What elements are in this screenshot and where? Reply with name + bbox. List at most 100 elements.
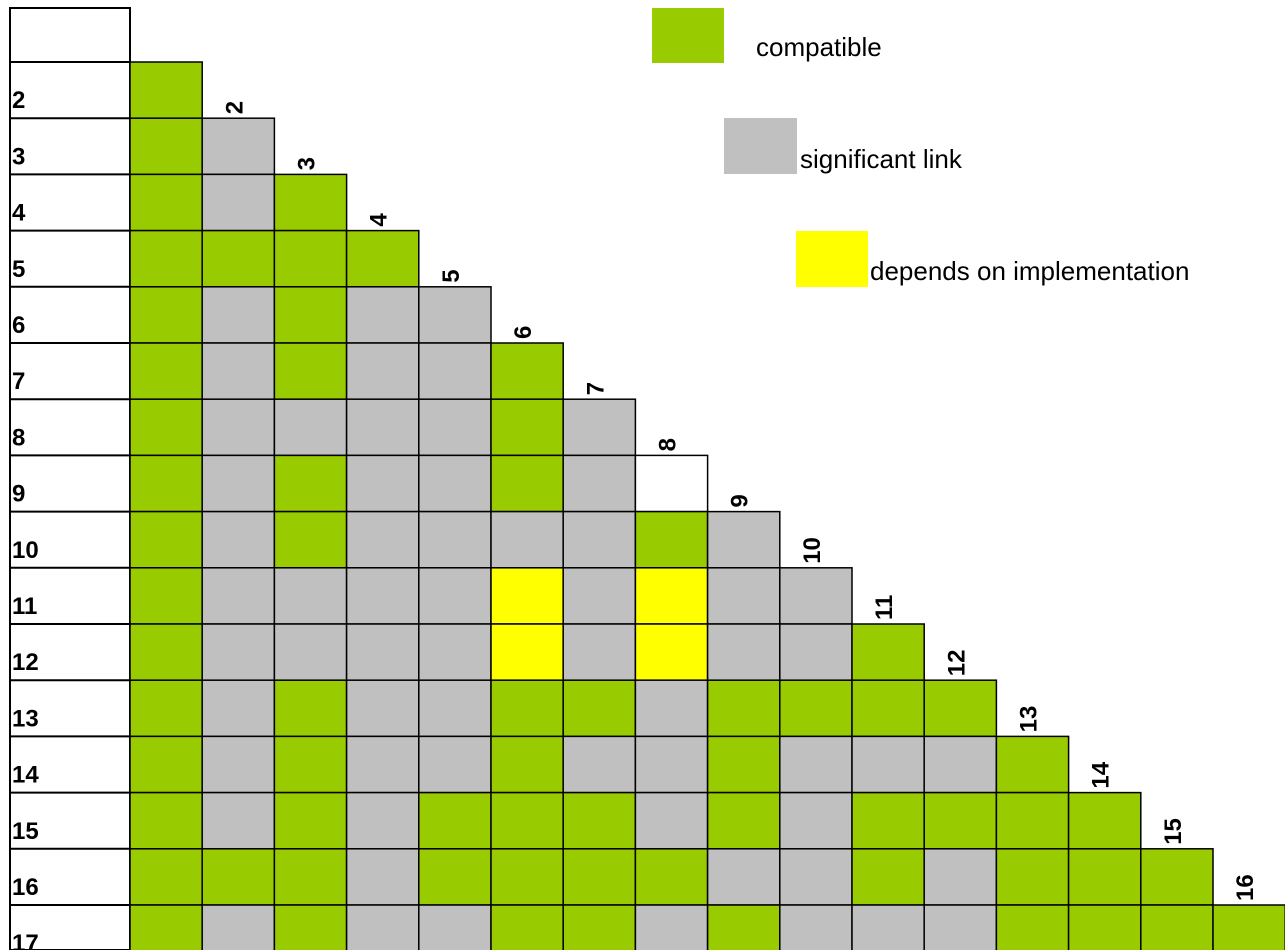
matrix-cell — [273, 510, 348, 569]
matrix-cell — [273, 286, 348, 344]
matrix-cell — [634, 791, 709, 850]
matrix-cell — [201, 567, 276, 625]
matrix-cell — [490, 679, 564, 738]
matrix-cell — [634, 510, 709, 569]
row-label: 4 — [12, 200, 26, 227]
row-label: 8 — [12, 424, 25, 451]
matrix-cell — [490, 623, 564, 681]
matrix-cell — [562, 454, 637, 513]
matrix-cell — [779, 904, 853, 950]
matrix-cell — [634, 567, 709, 625]
matrix-cell — [490, 510, 564, 569]
matrix-cell — [923, 735, 998, 794]
matrix-cell — [779, 735, 853, 794]
matrix-cell — [201, 229, 276, 288]
matrix-cell — [201, 791, 276, 850]
matrix-cell — [418, 567, 492, 625]
row-labels: 2 3 4 5 6 7 8 9 10 11 12 13 14 15 16 17 — [10, 87, 130, 950]
matrix-cell — [273, 398, 348, 457]
row-label: 15 — [12, 818, 39, 845]
matrix-cell — [345, 398, 420, 457]
column-label: 12 — [943, 649, 970, 676]
matrix-cells — [129, 61, 1285, 950]
matrix-cell — [490, 848, 564, 906]
column-label: 5 — [438, 269, 465, 282]
column-label: 10 — [799, 537, 826, 564]
matrix-cell — [923, 679, 998, 738]
matrix-cell — [706, 848, 781, 906]
matrix-cell — [923, 791, 998, 850]
matrix-cell — [562, 623, 637, 681]
row-label: 2 — [12, 87, 25, 114]
matrix-cell — [851, 791, 925, 850]
row-label: 13 — [12, 705, 39, 732]
column-label: 8 — [655, 438, 682, 451]
matrix-cell — [995, 735, 1070, 794]
matrix-cell — [851, 735, 925, 794]
matrix-cell — [201, 510, 276, 569]
matrix-cell — [418, 623, 492, 681]
matrix-cell — [273, 735, 348, 794]
matrix-cell — [345, 623, 420, 681]
matrix-cell — [779, 567, 853, 625]
matrix-cell — [201, 117, 276, 176]
matrix-cell — [129, 342, 203, 400]
matrix-cell — [345, 735, 420, 794]
matrix-cell — [418, 848, 492, 906]
matrix-cell — [851, 623, 925, 681]
matrix-cell — [562, 848, 637, 906]
matrix-cell — [634, 735, 709, 794]
matrix-cell — [1212, 904, 1285, 950]
matrix-cell — [201, 173, 276, 232]
column-labels: 2 3 4 5 6 7 8 9 10 11 12 13 14 15 16 — [221, 101, 1259, 901]
row-label: 17 — [12, 930, 39, 950]
matrix-cell — [1140, 848, 1214, 906]
column-label: 9 — [727, 494, 754, 507]
matrix-cell — [345, 679, 420, 738]
matrix-cell — [201, 848, 276, 906]
matrix-cell — [706, 567, 781, 625]
matrix-cell — [129, 61, 203, 119]
matrix-cell — [129, 117, 203, 176]
matrix-cell — [129, 848, 203, 906]
row-label: 14 — [12, 762, 39, 789]
matrix-cell — [129, 679, 203, 738]
matrix-cell — [490, 567, 564, 625]
matrix-cell — [201, 454, 276, 513]
row-label-column — [9, 61, 131, 950]
matrix-cell — [345, 567, 420, 625]
matrix-cell — [634, 679, 709, 738]
matrix-cell — [706, 735, 781, 794]
matrix-cell — [706, 791, 781, 850]
matrix-cell — [201, 623, 276, 681]
matrix-cell — [273, 342, 348, 400]
matrix-cell — [418, 791, 492, 850]
legend-swatch-compatible — [652, 8, 724, 63]
column-label: 14 — [1088, 761, 1115, 788]
matrix-cell — [490, 398, 564, 457]
column-label: 15 — [1160, 818, 1187, 845]
matrix-cell — [345, 342, 420, 400]
matrix-cell — [923, 848, 998, 906]
matrix-cell — [634, 454, 709, 513]
matrix-cell — [201, 342, 276, 400]
matrix-cell — [418, 398, 492, 457]
matrix-cell — [418, 342, 492, 400]
matrix-cell — [1067, 791, 1142, 850]
legend-label-depends: depends on implementation — [870, 256, 1189, 286]
matrix-cell — [851, 848, 925, 906]
matrix-cell — [706, 510, 781, 569]
matrix-cell — [562, 398, 637, 457]
matrix-cell — [1140, 904, 1214, 950]
matrix-cell — [923, 904, 998, 950]
matrix-cell — [129, 398, 203, 457]
matrix-cell — [779, 679, 853, 738]
matrix-cell — [129, 454, 203, 513]
column-label: 13 — [1016, 706, 1043, 733]
matrix-cell — [273, 229, 348, 288]
matrix-cell — [201, 735, 276, 794]
matrix-cell — [995, 791, 1070, 850]
matrix-cell — [129, 904, 203, 950]
matrix-cell — [273, 679, 348, 738]
